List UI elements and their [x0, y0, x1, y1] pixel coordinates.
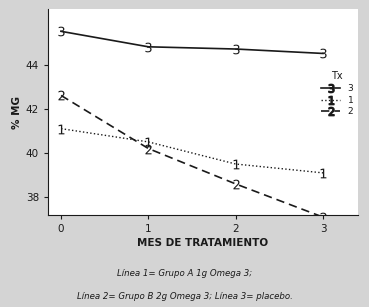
Y-axis label: % MG: % MG — [11, 95, 21, 129]
X-axis label: MES DE TRATAMIENTO: MES DE TRATAMIENTO — [137, 238, 269, 248]
Text: Línea 2= Grupo B 2g Omega 3; Línea 3= placebo.: Línea 2= Grupo B 2g Omega 3; Línea 3= pl… — [76, 292, 293, 301]
Text: Línea 1= Grupo A 1g Omega 3;: Línea 1= Grupo A 1g Omega 3; — [117, 269, 252, 278]
Legend: 3, 1, 2: 3, 1, 2 — [321, 71, 354, 116]
